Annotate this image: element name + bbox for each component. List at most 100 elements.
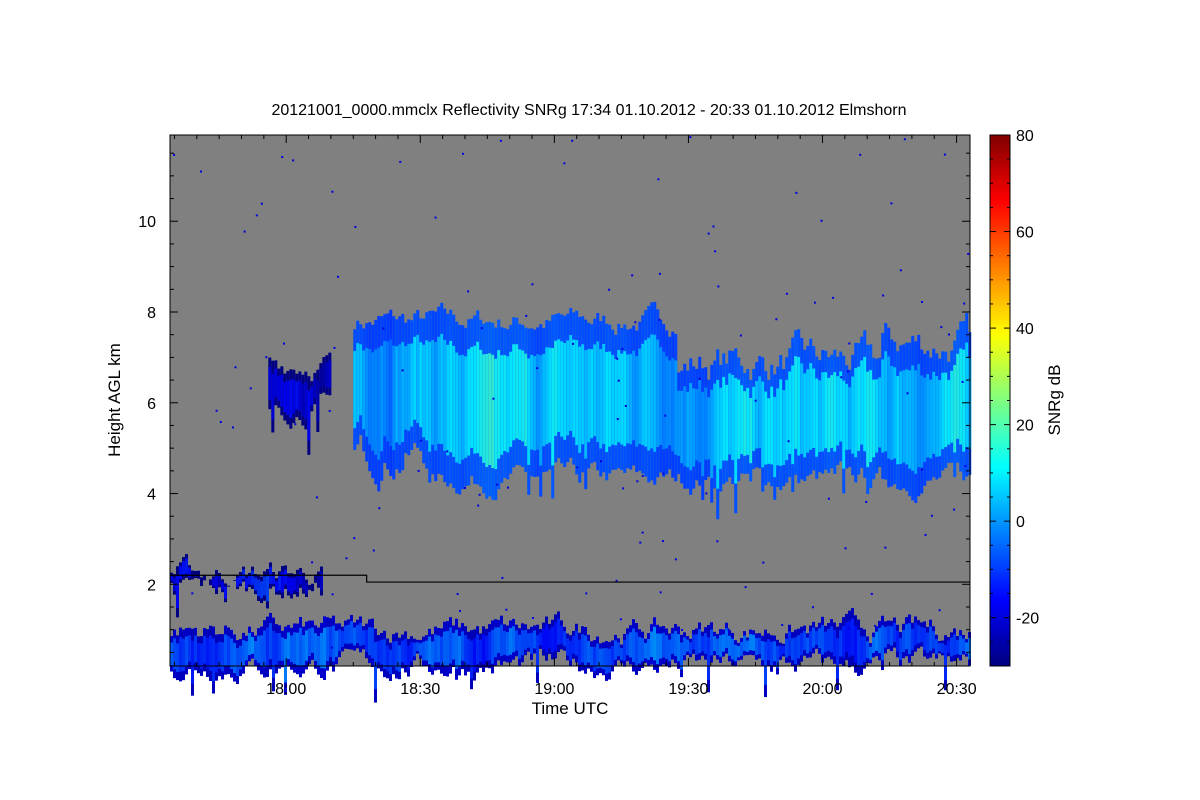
noise-speck <box>446 450 449 453</box>
echo-cell <box>857 629 860 666</box>
echo-cell <box>659 347 663 445</box>
echo-cell <box>263 576 266 596</box>
echo-cell <box>953 634 956 656</box>
echo-cell <box>284 638 287 683</box>
x-tick-label: 19:30 <box>668 681 708 698</box>
echo-cell <box>635 632 638 666</box>
echo-cell <box>341 631 344 647</box>
echo-cell <box>788 631 791 656</box>
echo-cell <box>295 381 299 410</box>
echo-cell <box>428 636 431 665</box>
noise-speck <box>762 561 765 564</box>
echo-cell <box>512 626 515 653</box>
echo-cell <box>605 648 608 674</box>
noise-speck <box>631 274 634 277</box>
noise-speck <box>859 153 862 156</box>
echo-cell <box>380 639 383 665</box>
echo-cell <box>602 648 605 670</box>
echo-cell <box>287 632 290 660</box>
echo-cell <box>794 637 797 665</box>
echo-cell <box>692 634 695 650</box>
echo-cell <box>365 629 368 653</box>
echo-cell <box>782 646 785 655</box>
noise-speck <box>921 301 924 304</box>
echo-cell <box>500 624 503 657</box>
echo-cell <box>275 632 278 665</box>
echo-cell <box>653 334 657 452</box>
noise-speck <box>531 616 534 619</box>
echo-cell <box>236 647 239 677</box>
noise-speck <box>401 369 404 372</box>
echo-cell <box>740 641 743 656</box>
noise-speck <box>249 387 252 390</box>
echo-cell <box>662 351 666 450</box>
echo-cell <box>716 638 719 655</box>
echo-cell <box>950 637 953 657</box>
echo-cell <box>203 635 206 664</box>
echo-cell <box>323 627 326 669</box>
echo-cell <box>416 642 419 652</box>
noise-speck <box>219 421 222 424</box>
echo-cell <box>683 386 687 467</box>
colorbar-tick-label: 60 <box>1016 225 1034 242</box>
echo-cell <box>875 379 879 453</box>
noise-speck <box>924 533 927 536</box>
echo-cell <box>869 370 873 463</box>
echo-cell <box>605 351 609 453</box>
echo-cell <box>479 639 482 662</box>
echo-cell <box>686 391 690 468</box>
echo-cell <box>173 638 176 670</box>
echo-cell <box>482 634 485 664</box>
echo-cell <box>296 632 299 666</box>
echo-cell <box>362 630 365 646</box>
echo-cell <box>752 386 756 452</box>
echo-cell <box>785 638 788 658</box>
colorbar-tick-label: 40 <box>1016 321 1034 338</box>
echo-cell <box>944 645 947 681</box>
echo-cell <box>710 389 714 478</box>
echo-cell <box>779 645 782 657</box>
echo-cell <box>902 630 905 652</box>
echo-cell <box>662 632 665 658</box>
echo-cell <box>938 643 941 652</box>
echo-cell <box>497 627 500 654</box>
echo-cell <box>737 379 741 459</box>
noise-speck <box>260 202 263 205</box>
echo-cell <box>599 648 602 668</box>
echo-cell <box>611 354 615 445</box>
echo-cell <box>860 360 864 445</box>
echo-cell <box>638 348 642 444</box>
echo-cell <box>221 581 224 590</box>
echo-cell <box>758 376 762 449</box>
echo-cell <box>716 379 720 489</box>
echo-cell <box>488 632 491 661</box>
echo-cell <box>785 379 789 461</box>
colorbar-tick-label: -20 <box>1016 611 1039 628</box>
plot-frame <box>169 134 971 667</box>
echo-cell <box>962 349 966 452</box>
noise-speck <box>658 318 661 321</box>
x-axis-label: Time UTC <box>532 699 609 718</box>
echo-cell <box>452 345 456 457</box>
echo-cell <box>707 637 710 681</box>
echo-cell <box>386 341 390 442</box>
noise-speck <box>930 514 933 517</box>
echo-cell <box>314 633 317 661</box>
echo-cell <box>710 629 713 656</box>
echo-cell <box>344 625 347 644</box>
echo-cell <box>185 636 188 667</box>
echo-cell <box>389 649 392 675</box>
echo-cell <box>818 628 821 649</box>
echo-cell <box>734 644 737 662</box>
echo-cell <box>809 631 812 652</box>
noise-speck <box>616 357 619 360</box>
echo-cell <box>794 356 798 449</box>
echo-cell <box>776 646 779 669</box>
echo-cell <box>668 639 671 662</box>
echo-cell <box>245 641 248 661</box>
echo-cell <box>902 370 906 463</box>
echo-cell <box>773 396 777 478</box>
noise-speck <box>378 507 381 510</box>
noise-speck <box>641 531 644 534</box>
noise-speck <box>705 492 708 495</box>
